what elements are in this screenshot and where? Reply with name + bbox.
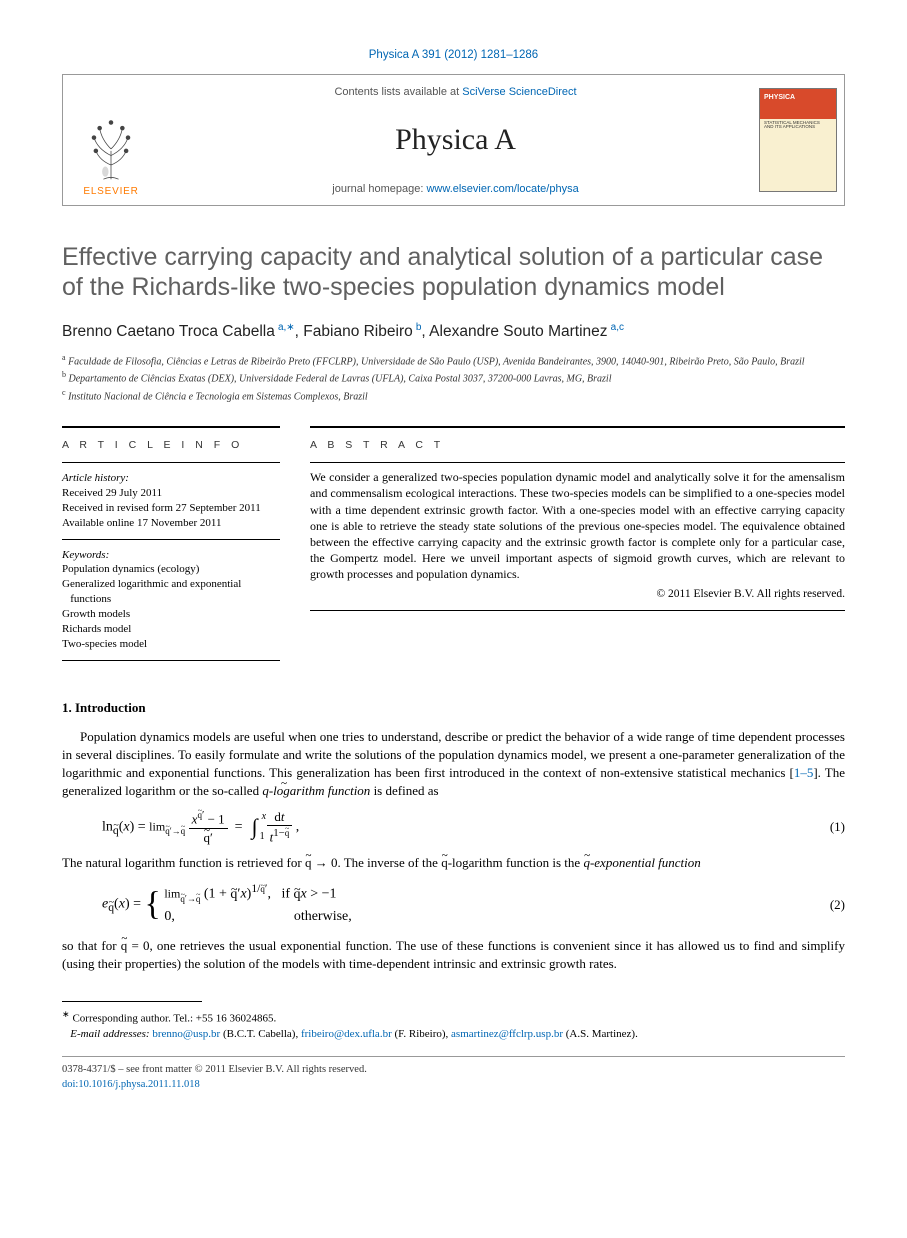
cover-thumb-wrap: PHYSICA STATISTICAL MECHANICSAND ITS APP… [752,75,844,205]
article-info-column: A R T I C L E I N F O Article history: R… [62,426,280,660]
keyword: Generalized logarithmic and exponential … [62,577,280,607]
author-3: Alexandre Souto Martinez [429,323,607,340]
contents-available-line: Contents lists available at SciVerse Sci… [334,85,576,100]
author-3-affil-link[interactable]: a,c [611,322,624,333]
affiliation-c: c Instituto Nacional de Ciência e Tecnol… [62,388,845,404]
footnote-separator [62,1001,202,1002]
article-history-block: Article history: Received 29 July 2011 R… [62,463,280,538]
keyword: Growth models [62,607,280,622]
email-who-1: (B.C.T. Cabella), [223,1028,298,1040]
section-heading-intro: 1. Introduction [62,699,845,717]
cover-title-text: PHYSICA [764,93,795,102]
elsevier-tree-icon [82,113,140,183]
equation-1: lnq(x) = limq′→q xq′ − 1q′ = ∫1x dtt1−q … [102,808,845,846]
footer-copyright-line: 0378-4371/$ – see front matter © 2011 El… [62,1064,367,1075]
keyword: Two-species model [62,637,280,652]
abstract-copyright: © 2011 Elsevier B.V. All rights reserved… [310,587,845,603]
header-middle: Contents lists available at SciVerse Sci… [159,75,752,205]
equation-2-body: eq(x) = { limq′→q (1 + q′x)1/q′, if qx >… [102,880,805,928]
equation-2-number: (2) [805,896,845,914]
footer-separator [62,1056,845,1057]
corr-author-text: Corresponding author. Tel.: +55 16 36024… [72,1012,276,1024]
email-who-3: (A.S. Martinez). [566,1028,638,1040]
keyword: Population dynamics (ecology) [62,562,280,577]
keyword: Richards model [62,622,280,637]
author-1-affil-link[interactable]: a,∗ [278,322,295,333]
citation-line: Physica A 391 (2012) 1281–1286 [62,48,845,64]
article-info-heading: A R T I C L E I N F O [62,427,280,457]
email-who-2: (F. Ribeiro), [394,1028,448,1040]
doi-link[interactable]: doi:10.1016/j.physa.2011.11.018 [62,1079,200,1090]
journal-cover-thumbnail: PHYSICA STATISTICAL MECHANICSAND ITS APP… [759,88,837,192]
intro-paragraph-2: The natural logarithm function is retrie… [62,854,845,872]
homepage-prefix: journal homepage: [332,183,426,195]
intro-paragraph-1: Population dynamics models are useful wh… [62,728,845,800]
intro-paragraph-3: so that for q = 0, one retrieves the usu… [62,937,845,973]
publisher-logo-block: ELSEVIER [63,75,159,205]
affiliation-b: b Departamento de Ciências Exatas (DEX),… [62,370,845,386]
journal-header: ELSEVIER Contents lists available at Sci… [62,74,845,206]
homepage-line: journal homepage: www.elsevier.com/locat… [332,182,578,197]
author-1: Brenno Caetano Troca Cabella [62,323,275,340]
affiliation-b-text: Departamento de Ciências Exatas (DEX), U… [69,374,612,385]
journal-name: Physica A [395,120,516,161]
history-line: Received in revised form 27 September 20… [62,501,280,516]
affiliation-a: a Faculdade de Filosofia, Ciências e Let… [62,353,845,369]
affiliation-a-text: Faculdade de Filosofia, Ciências e Letra… [68,356,804,367]
equation-1-number: (1) [805,818,845,836]
publisher-name: ELSEVIER [83,185,138,199]
history-line: Available online 17 November 2011 [62,516,280,531]
article-title: Effective carrying capacity and analytic… [62,242,845,303]
author-2-affil-link[interactable]: b [416,322,422,333]
email-link-2[interactable]: fribeiro@dex.ufla.br [301,1028,392,1040]
keywords-block: Keywords: Population dynamics (ecology) … [62,540,280,660]
intro-p1-text-a: Population dynamics models are useful wh… [62,729,845,780]
ref-link-1-5[interactable]: 1–5 [794,765,814,780]
email-link-1[interactable]: brenno@usp.br [152,1028,220,1040]
history-label: Article history: [62,471,280,486]
abstract-column: A B S T R A C T We consider a generalize… [310,426,845,660]
intro-p1-text-d: is defined as [370,783,438,798]
footer-block: 0378-4371/$ – see front matter © 2011 El… [62,1063,845,1092]
equation-2: eq(x) = { limq′→q (1 + q′x)1/q′, if qx >… [102,880,845,928]
affiliation-c-text: Instituto Nacional de Ciência e Tecnolog… [68,392,368,403]
abstract-heading: A B S T R A C T [310,427,845,457]
author-2: Fabiano Ribeiro [303,323,412,340]
qlog-term: q-logarithm function [262,783,370,798]
history-line: Received 29 July 2011 [62,486,280,501]
homepage-link[interactable]: www.elsevier.com/locate/physa [426,183,578,195]
author-list: Brenno Caetano Troca Cabella a,∗, Fabian… [62,321,845,343]
contents-prefix: Contents lists available at [334,86,462,98]
keywords-label: Keywords: [62,548,280,563]
cover-subtitle: STATISTICAL MECHANICSAND ITS APPLICATION… [764,121,820,131]
email-link-3[interactable]: asmartinez@ffclrp.usp.br [451,1028,563,1040]
email-label: E-mail addresses: [70,1028,149,1040]
equation-1-body: lnq(x) = limq′→q xq′ − 1q′ = ∫1x dtt1−q … [102,808,805,846]
corresponding-author-footnote: ∗ Corresponding author. Tel.: +55 16 360… [62,1008,845,1042]
introduction-section: 1. Introduction Population dynamics mode… [62,699,845,973]
sciencedirect-link[interactable]: SciVerse ScienceDirect [462,86,576,98]
abstract-text: We consider a generalized two-species po… [310,463,845,582]
